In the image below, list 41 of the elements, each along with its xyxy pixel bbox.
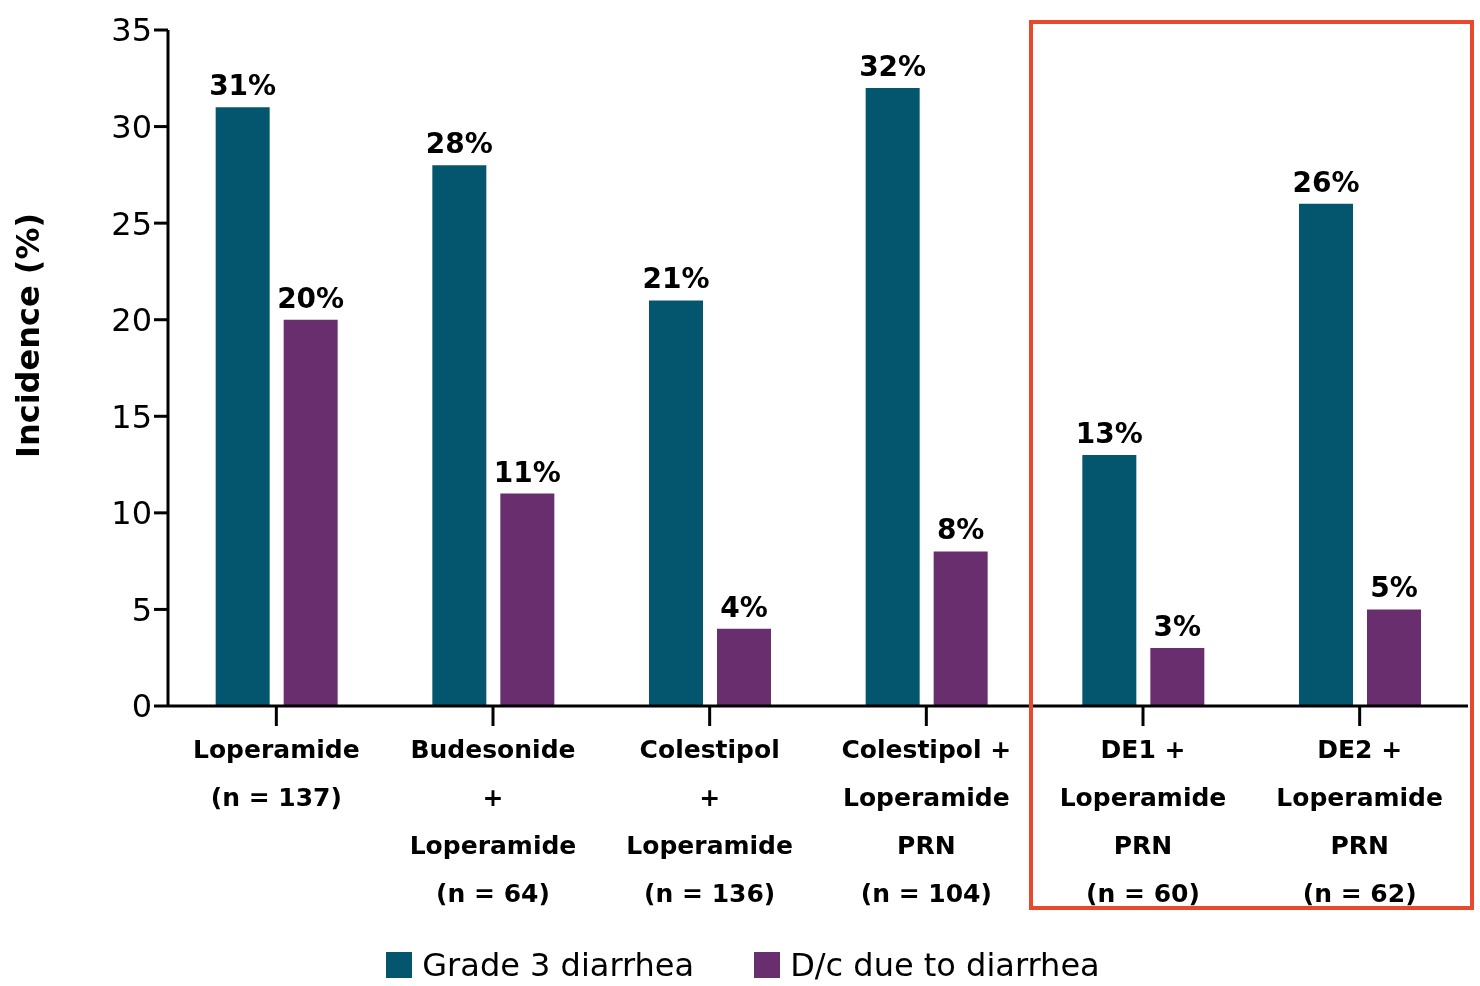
y-tick-label: 35 bbox=[111, 11, 152, 50]
bar bbox=[500, 493, 555, 706]
bar bbox=[1082, 454, 1137, 706]
data-label: 28% bbox=[425, 127, 493, 161]
data-label: 3% bbox=[1153, 610, 1202, 644]
y-tick-label: 0 bbox=[131, 687, 152, 726]
bar bbox=[649, 300, 703, 706]
data-label: 8% bbox=[936, 513, 985, 547]
legend-label: Grade 3 diarrhea bbox=[422, 946, 695, 984]
data-label: 31% bbox=[209, 69, 277, 103]
x-tick-label: Colestipol + Loperamide (n = 136) bbox=[626, 735, 793, 908]
bar bbox=[933, 551, 988, 706]
bar bbox=[1367, 609, 1421, 706]
data-label: 4% bbox=[720, 590, 768, 624]
bar bbox=[1150, 648, 1205, 706]
data-label: 32% bbox=[859, 49, 927, 83]
x-tick-label: Colestipol + Loperamide PRN (n = 104) bbox=[841, 735, 1012, 908]
bar bbox=[432, 165, 487, 706]
data-label: 26% bbox=[1292, 165, 1360, 199]
data-label: 21% bbox=[642, 262, 710, 296]
data-label: 20% bbox=[277, 281, 345, 315]
y-tick-label: 20 bbox=[111, 301, 152, 340]
y-axis-title: Incidence (%) bbox=[9, 212, 48, 458]
y-tick-label: 15 bbox=[111, 397, 152, 436]
x-tick-label: DE1 + Loperamide PRN (n = 60) bbox=[1059, 735, 1227, 908]
data-label: 13% bbox=[1075, 416, 1143, 450]
y-tick-label: 5 bbox=[131, 590, 152, 629]
data-label: 11% bbox=[493, 455, 561, 489]
y-tick-label: 30 bbox=[111, 107, 152, 146]
x-tick-label: Budesonide + Loperamide (n = 64) bbox=[409, 735, 577, 908]
legend-label: D/c due to diarrhea bbox=[790, 946, 1100, 984]
x-tick-label: Loperamide (n = 137) bbox=[193, 735, 360, 812]
bar bbox=[1299, 203, 1353, 706]
bar bbox=[717, 628, 771, 706]
bar bbox=[865, 87, 920, 706]
y-tick-label: 10 bbox=[111, 494, 152, 533]
data-label: 5% bbox=[1370, 571, 1418, 605]
y-tick-label: 25 bbox=[111, 204, 152, 243]
bar bbox=[283, 319, 338, 706]
x-tick-label: DE2 + Loperamide PRN (n = 62) bbox=[1276, 735, 1443, 908]
bar bbox=[215, 107, 270, 706]
